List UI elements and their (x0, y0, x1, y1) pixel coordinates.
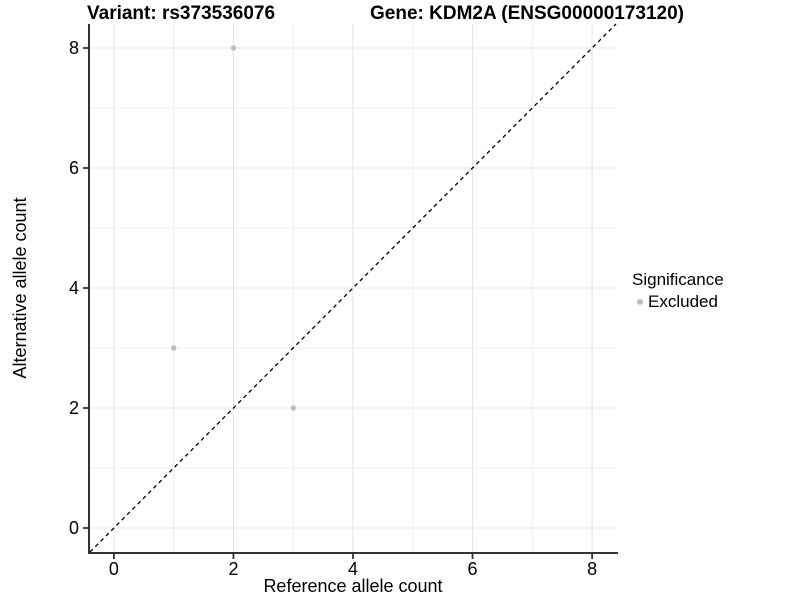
legend-title: Significance (632, 270, 724, 289)
data-point (290, 405, 296, 411)
data-point (230, 45, 237, 51)
y-axis-title: Alternative allele count (10, 197, 30, 379)
data-point (170, 345, 177, 351)
legend: Significance Excluded (632, 270, 724, 312)
y-tick-label: 2 (69, 398, 79, 418)
x-tick-label: 4 (348, 559, 358, 579)
x-tick-label: 8 (587, 559, 597, 579)
legend-item-label: Excluded (648, 292, 718, 311)
legend-point-icon (637, 299, 643, 305)
y-tick-label: 4 (69, 278, 79, 298)
legend-key (632, 294, 648, 310)
y-tick-label: 8 (69, 38, 79, 58)
legend-item-excluded[interactable]: Excluded (632, 292, 724, 312)
y-tick-label: 0 (69, 518, 79, 538)
plot-title-variant: Variant: rs373536076 (87, 3, 276, 24)
x-axis-title: Reference allele count (263, 576, 443, 596)
x-tick-label: 6 (468, 559, 478, 579)
y-tick-label: 6 (69, 158, 79, 178)
x-tick-label: 0 (109, 559, 119, 579)
plot-title-gene: Gene: KDM2A (ENSG00000173120) (370, 3, 684, 24)
x-tick-label: 2 (228, 559, 238, 579)
